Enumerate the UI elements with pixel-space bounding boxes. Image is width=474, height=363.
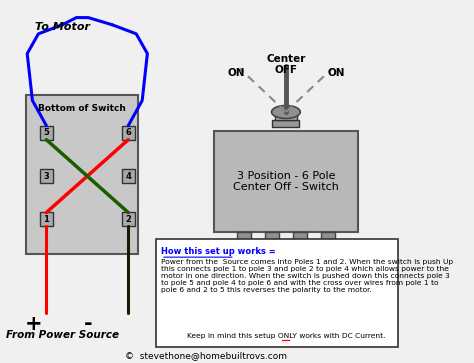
FancyBboxPatch shape (265, 232, 279, 250)
FancyBboxPatch shape (122, 126, 135, 140)
FancyBboxPatch shape (275, 111, 297, 119)
Text: From Power Source: From Power Source (6, 330, 119, 340)
Text: 5: 5 (44, 129, 49, 137)
Text: Center
OFF: Center OFF (266, 54, 306, 75)
Text: 4: 4 (125, 172, 131, 181)
Text: 3 Position - 6 Pole
Center Off - Switch: 3 Position - 6 Pole Center Off - Switch (233, 171, 339, 192)
Ellipse shape (272, 106, 301, 118)
Text: ON: ON (327, 69, 345, 78)
Text: 3: 3 (44, 172, 49, 181)
Text: 2: 2 (125, 215, 131, 224)
FancyBboxPatch shape (122, 212, 135, 226)
FancyBboxPatch shape (40, 212, 53, 226)
FancyBboxPatch shape (237, 232, 251, 250)
FancyBboxPatch shape (214, 131, 358, 232)
Text: +: + (25, 314, 42, 334)
Text: ©  stevethone@homebuiltrovs.com: © stevethone@homebuiltrovs.com (125, 351, 287, 360)
Text: ON: ON (227, 69, 245, 78)
FancyBboxPatch shape (40, 126, 53, 140)
Text: 1: 1 (44, 215, 49, 224)
FancyBboxPatch shape (292, 232, 307, 250)
Text: -: - (84, 314, 92, 334)
FancyBboxPatch shape (320, 232, 335, 250)
Text: Bottom of Switch: Bottom of Switch (38, 104, 126, 113)
Text: Power from the  Source comes into Poles 1 and 2. When the switch is push Up
this: Power from the Source comes into Poles 1… (161, 258, 453, 293)
Text: To Motor: To Motor (35, 22, 90, 32)
FancyBboxPatch shape (273, 119, 300, 127)
Text: How this set up works =: How this set up works = (161, 247, 276, 256)
FancyBboxPatch shape (27, 95, 138, 253)
FancyBboxPatch shape (156, 239, 398, 347)
Text: 6: 6 (125, 129, 131, 137)
FancyBboxPatch shape (40, 169, 53, 183)
FancyBboxPatch shape (122, 169, 135, 183)
Text: Keep in mind this setup ONLY works with DC Current.: Keep in mind this setup ONLY works with … (168, 333, 386, 339)
